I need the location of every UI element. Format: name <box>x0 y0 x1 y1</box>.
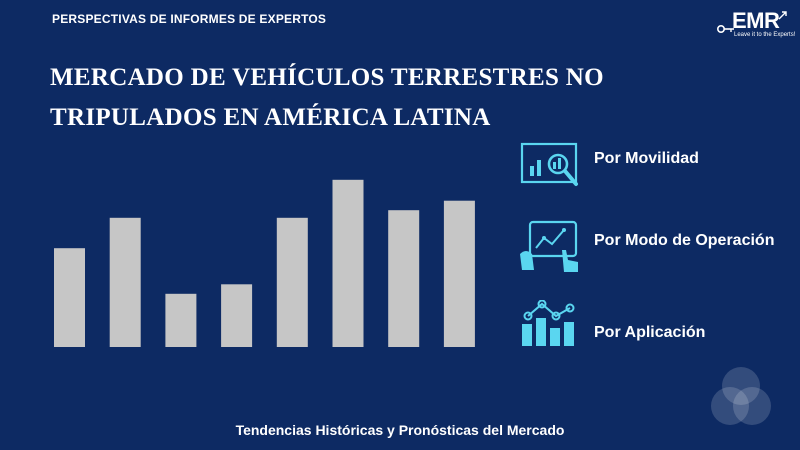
bar-line-chart-icon <box>522 300 575 346</box>
bar-8 <box>443 200 475 347</box>
logo-tagline: Leave it to the Experts! <box>734 32 796 38</box>
bar-2 <box>109 217 141 347</box>
key-icon <box>716 24 734 34</box>
watermark-circles-icon <box>711 367 771 425</box>
segment-aplicacion: Por Aplicación <box>520 300 800 350</box>
bar-3 <box>165 293 197 347</box>
touch-tablet-icon <box>520 220 578 272</box>
bar-4 <box>221 284 253 347</box>
logo-name: EMR <box>732 8 780 33</box>
report-kicker: PERSPECTIVAS DE INFORMES DE EXPERTOS <box>52 12 327 26</box>
segment-movilidad: Por Movilidad <box>520 142 800 192</box>
bar-1 <box>54 248 85 347</box>
arrow-up-icon <box>778 11 787 20</box>
page-title: MERCADO DE VEHÍCULOS TERRESTRES NO TRIPU… <box>50 64 604 131</box>
emr-logo: EMR Leave it to the Experts! <box>716 8 796 46</box>
segment-label: Por Movilidad <box>594 150 699 167</box>
bar-6 <box>332 179 364 347</box>
bar-5 <box>276 217 308 347</box>
chart-magnifier-icon <box>520 142 578 186</box>
bar-7 <box>388 210 420 347</box>
segment-label: Por Modo de Operación <box>594 232 775 249</box>
footer-caption: Tendencias Históricas y Pronósticas del … <box>235 422 565 438</box>
bar-chart <box>54 179 475 347</box>
segment-label: Por Aplicación <box>594 324 706 341</box>
segment-modo-operacion: Por Modo de Operación <box>520 220 800 272</box>
